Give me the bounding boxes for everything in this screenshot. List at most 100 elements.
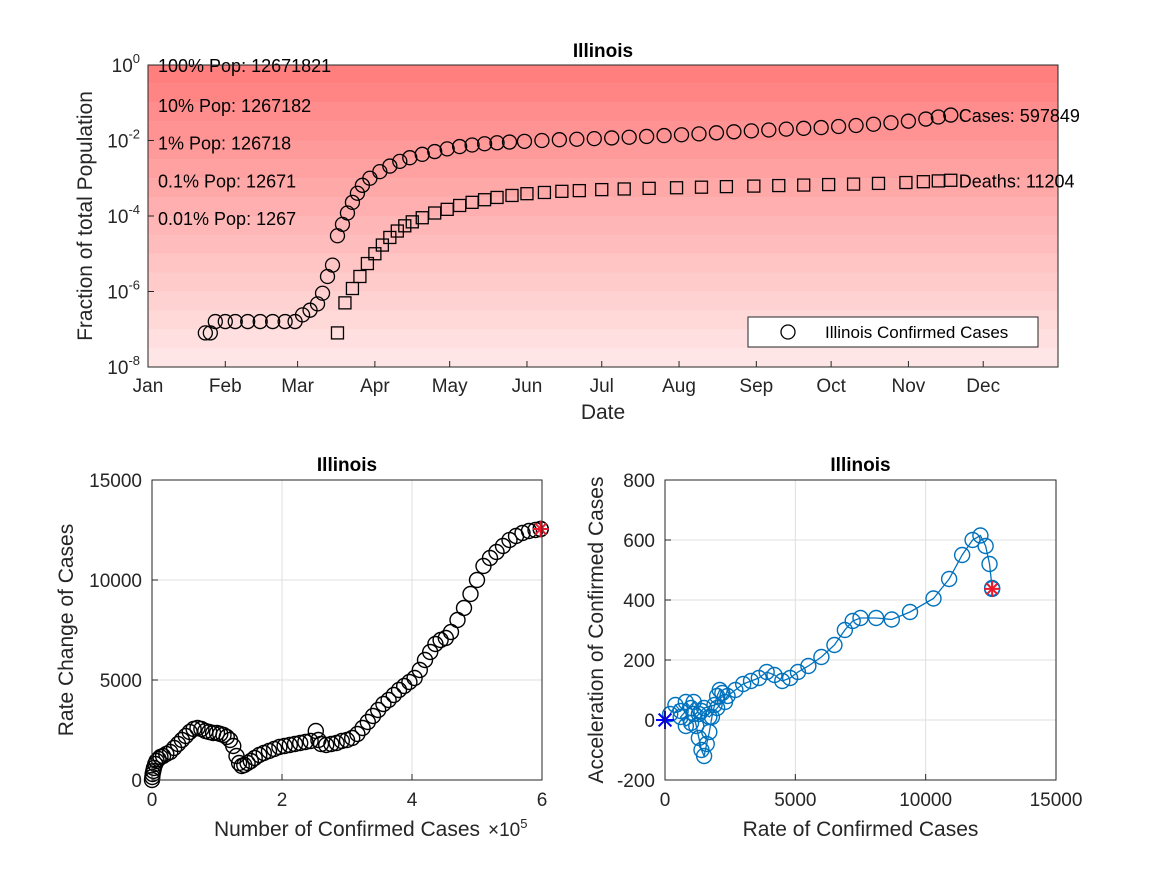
- data-point: [344, 729, 361, 747]
- case-point: [197, 325, 213, 341]
- death-point: [555, 184, 569, 198]
- case-point: [294, 307, 311, 323]
- case-point: [830, 118, 847, 135]
- death-point: [338, 296, 352, 310]
- data-point: [422, 643, 439, 661]
- x-tick-label: 15000: [1030, 790, 1083, 811]
- y-tick-label: 15000: [89, 471, 142, 492]
- end-asterisk-icon: [532, 521, 549, 537]
- case-point: [656, 127, 672, 144]
- population-band: [148, 272, 1058, 292]
- data-point: [349, 725, 366, 743]
- death-point: [821, 177, 836, 192]
- plot-frame: [664, 479, 1057, 781]
- end-asterisk-icon-stroke: [534, 522, 548, 536]
- y-tick-label: 10000: [89, 571, 142, 592]
- data-point: [883, 611, 900, 628]
- case-point: [516, 133, 533, 149]
- data-point: [333, 732, 350, 750]
- data-point: [286, 735, 304, 753]
- data-point: [925, 590, 942, 607]
- y-tick-label: 10-2: [107, 127, 140, 153]
- x-axis-label: Rate of Confirmed Cases: [743, 818, 979, 841]
- data-point: [354, 719, 371, 737]
- y-tick-label: 10-6: [107, 278, 140, 304]
- data-point: [708, 699, 726, 717]
- case-point: [344, 194, 361, 210]
- case-point: [848, 117, 864, 134]
- death-point: [617, 182, 631, 196]
- data-point: [370, 701, 387, 719]
- data-point: [364, 707, 382, 725]
- data-point: [246, 749, 263, 767]
- case-point: [534, 132, 550, 149]
- case-point: [673, 127, 690, 143]
- y-tick-label: 0: [131, 771, 142, 792]
- data-point: [292, 734, 309, 752]
- data-point: [462, 585, 479, 603]
- case-point: [414, 146, 430, 162]
- case-point: [372, 163, 388, 180]
- chart-title: Illinois: [830, 455, 890, 476]
- case-point: [324, 257, 341, 273]
- data-point: [173, 731, 191, 749]
- death-point: [390, 224, 404, 238]
- case-point: [265, 313, 281, 330]
- data-point: [813, 648, 830, 666]
- death-point: [520, 187, 534, 201]
- data-point: [318, 736, 335, 754]
- x-tick-label: 2: [277, 790, 288, 811]
- x-tick-label: 0: [147, 790, 158, 811]
- death-point: [916, 175, 931, 189]
- case-point: [349, 185, 366, 201]
- data-point: [662, 705, 679, 723]
- y-tick-label: 400: [623, 591, 655, 612]
- case-point: [813, 119, 829, 136]
- deaths-end-label: Deaths: 11204: [959, 171, 1075, 191]
- x-tick-label: May: [432, 376, 468, 397]
- x-tick-label: 0: [660, 790, 671, 811]
- y-tick-label: 200: [623, 651, 655, 672]
- data-point: [677, 717, 695, 735]
- population-band: [148, 291, 1058, 311]
- data-point: [901, 603, 919, 621]
- data-point: [406, 669, 423, 687]
- top-chart-title: Illinois: [573, 41, 633, 62]
- data-point: [789, 663, 807, 681]
- data-point: [401, 673, 418, 691]
- population-band: [148, 121, 1058, 141]
- case-point: [252, 313, 268, 330]
- axis-ticks: 0 2 4 6 0 5000 10000 15000: [89, 471, 547, 811]
- top-x-axis-label: Date: [581, 401, 625, 424]
- case-point: [691, 126, 707, 142]
- y-tick-base: 10: [112, 56, 133, 77]
- death-point: [368, 247, 382, 261]
- case-point: [392, 153, 408, 170]
- population-band: [148, 348, 1058, 367]
- data-point: [323, 735, 340, 753]
- y-tick-label: -200: [617, 771, 655, 792]
- data-point: [520, 522, 538, 540]
- x-axis-label: Number of Confirmed Cases: [214, 818, 480, 841]
- data-point: [488, 543, 505, 561]
- data-point: [672, 702, 689, 720]
- data-point: [695, 699, 713, 717]
- case-point: [439, 141, 455, 157]
- data-point: [437, 629, 454, 647]
- case-point: [569, 131, 585, 147]
- grid-lines: [664, 479, 1057, 781]
- plot-frame: [151, 479, 543, 781]
- data-point: [468, 571, 486, 589]
- death-point: [405, 215, 419, 229]
- case-point: [427, 143, 443, 160]
- case-point: [227, 313, 243, 330]
- case-point: [501, 134, 518, 150]
- data-point: [695, 747, 713, 765]
- y-tick-exponent: -4: [128, 202, 140, 217]
- y-tick-label: 100: [112, 51, 140, 77]
- case-point: [240, 313, 256, 330]
- data-point: [698, 735, 715, 753]
- population-band: [148, 216, 1058, 235]
- cases-end-label: Cases: 597849: [959, 106, 1080, 126]
